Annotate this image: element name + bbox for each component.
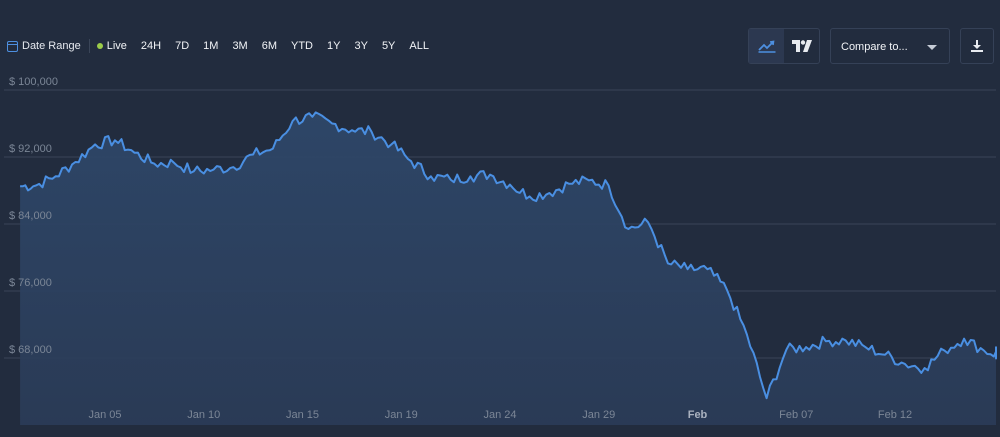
range-selector: Date Range Live 24H 7D 1M 3M 6M YTD 1Y 3… [7,39,443,53]
range-5y-button[interactable]: 5Y [381,40,396,52]
x-tick-label: Jan 15 [286,409,319,421]
range-3m-button[interactable]: 3M [232,40,248,52]
x-tick-label: Feb [688,409,708,421]
range-1y-button[interactable]: 1Y [327,40,341,52]
range-all-button[interactable]: ALL [409,40,429,52]
x-tick-label: Feb 12 [878,409,912,421]
x-axis: Jan 05 Jan 10 Jan 15 Jan 19 Jan 24 Jan 29 Feb F… [88,409,912,421]
tradingview-button[interactable] [784,29,819,63]
price-area [20,112,997,426]
download-button[interactable] [960,28,994,64]
y-axis: $ 100,000 $ 92,000 $ 84,000 $ 76,000 $ 68,00… [9,76,58,356]
y-tick-label: $ 68,000 [9,344,52,356]
x-tick-label: Feb 07 [779,409,813,421]
range-24h-button[interactable]: 24H [140,40,162,52]
y-tick-label: $ 76,000 [9,277,52,289]
line-chart-button[interactable] [749,29,784,63]
compare-label: Compare to... [841,41,908,53]
range-7d-button[interactable]: 7D [175,40,190,52]
x-tick-label: Jan 24 [483,409,516,421]
range-6m-button[interactable]: 6M [261,40,277,52]
chart-toolbar: Date Range Live 24H 7D 1M 3M 6M YTD 1Y 3… [0,28,1000,66]
chart-type-toggle [748,28,820,64]
range-ytd-button[interactable]: YTD [291,40,313,52]
x-tick-label: Jan 19 [385,409,418,421]
tradingview-icon [791,40,812,52]
download-icon [971,40,983,52]
live-button[interactable]: Live [106,40,127,52]
x-tick-label: Jan 05 [88,409,121,421]
calendar-icon[interactable] [7,40,18,52]
date-range-button[interactable]: Date Range [22,40,81,52]
y-tick-label: $ 100,000 [9,76,58,88]
divider [88,39,90,53]
live-indicator [96,43,103,49]
compare-dropdown[interactable]: Compare to... [830,28,950,64]
y-tick-label: $ 92,000 [9,143,52,155]
range-1m-button[interactable]: 1M [203,40,219,52]
line-chart-icon [757,40,775,53]
y-tick-label: $ 84,000 [9,210,52,222]
price-line [20,111,997,400]
range-3y-button[interactable]: 3Y [354,40,368,52]
chevron-down-icon [927,45,937,50]
x-tick-label: Jan 10 [187,409,220,421]
x-tick-label: Jan 29 [582,409,615,421]
